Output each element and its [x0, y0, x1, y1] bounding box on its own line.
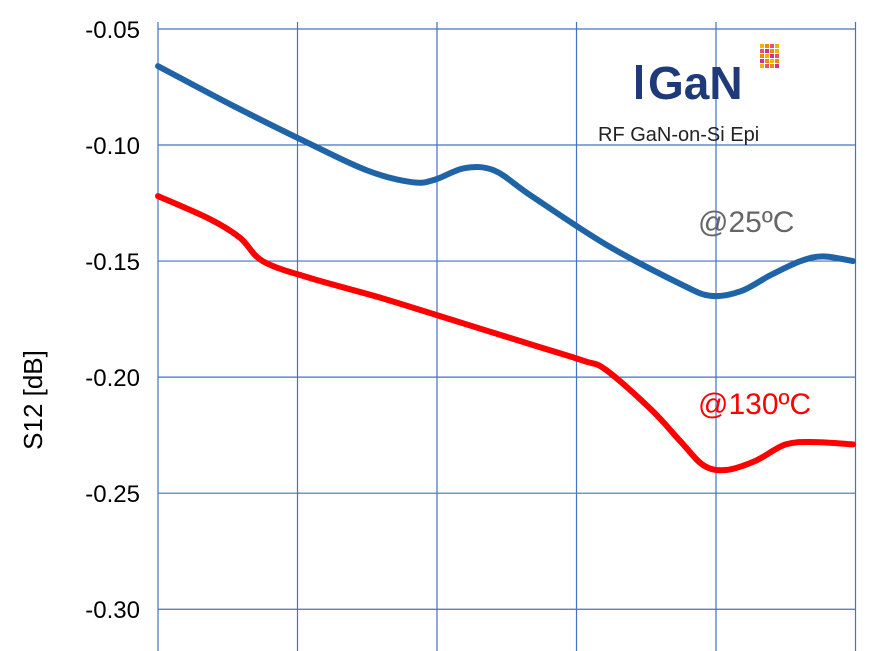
y-tick-labels: -0.05 -0.10 -0.15 -0.20 -0.25 -0.30 — [85, 17, 140, 624]
y-axis-label: S12 [dB] — [18, 350, 48, 450]
logo-dot-grid-icon — [760, 44, 779, 68]
series-line-25c — [155, 63, 856, 300]
series-label-25c: @25ºC — [698, 206, 794, 239]
logo-text: GaN — [648, 57, 743, 109]
igan-logo: GaN RF GaN-on-Si Epi — [598, 44, 779, 146]
grid-lines — [157, 22, 857, 651]
series-line-130c — [155, 193, 856, 474]
logo-subtitle: RF GaN-on-Si Epi — [598, 124, 759, 146]
logo-bar — [636, 65, 642, 99]
y-tick-label: -0.15 — [85, 249, 140, 276]
y-tick-label: -0.25 — [85, 481, 140, 508]
y-tick-label: -0.20 — [85, 365, 140, 392]
series-lines — [155, 63, 856, 474]
y-tick-label: -0.30 — [85, 597, 140, 624]
series-label-130c: @130ºC — [698, 388, 811, 421]
y-tick-label: -0.05 — [85, 17, 140, 44]
y-tick-label: -0.10 — [85, 133, 140, 160]
